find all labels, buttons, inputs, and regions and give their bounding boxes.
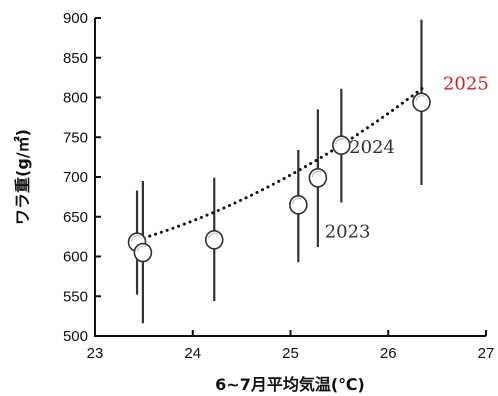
- y-ticks: 500 550 600 650 700 750 800 850 900: [63, 10, 101, 345]
- x-tick-label: 27: [478, 345, 495, 362]
- data-point: [289, 195, 308, 215]
- y-tick-label: 800: [63, 90, 88, 107]
- point-highlight: [208, 232, 218, 239]
- y-tick-label: 750: [63, 129, 88, 146]
- point-highlight: [415, 95, 425, 102]
- x-axis-title: 6~7月平均気温(℃): [215, 375, 365, 394]
- year-label: 2025: [443, 74, 489, 95]
- year-label: 2024: [349, 137, 395, 158]
- point-highlight: [292, 197, 302, 204]
- x-tick-label: 23: [87, 345, 104, 362]
- y-tick-label: 900: [63, 10, 88, 27]
- data-point: [332, 135, 351, 155]
- x-tick-label: 24: [184, 345, 201, 362]
- data-points: [127, 92, 431, 263]
- y-tick-label: 550: [63, 288, 88, 305]
- x-tick-label: 25: [282, 345, 299, 362]
- y-tick-label: 700: [63, 169, 88, 186]
- point-highlight: [311, 170, 322, 177]
- annotations: 2025 2024 2023: [325, 74, 489, 243]
- y-tick-label: 850: [63, 50, 88, 67]
- error-bars: [135, 19, 423, 324]
- y-tick-label: 500: [63, 328, 88, 345]
- point-highlight: [335, 138, 345, 145]
- data-point: [308, 167, 328, 188]
- point-highlight: [130, 235, 141, 242]
- trend-line: [142, 86, 424, 240]
- data-point: [412, 92, 431, 113]
- data-point: [133, 242, 153, 263]
- y-tick-label: 600: [63, 249, 88, 266]
- y-tick-label: 650: [63, 209, 88, 226]
- point-highlight: [136, 245, 147, 252]
- year-label: 2023: [325, 221, 371, 242]
- axes: [94, 18, 486, 337]
- data-point: [204, 230, 224, 250]
- x-tick-label: 26: [380, 345, 397, 362]
- y-axis-title: ワラ重(g/㎡): [13, 129, 32, 225]
- x-ticks: 23 24 25 26 27: [87, 330, 495, 362]
